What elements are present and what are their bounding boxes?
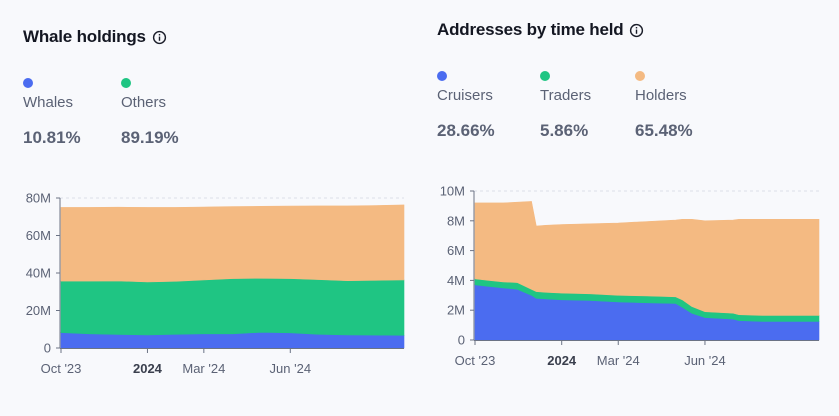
x-tick-label: Mar '24 — [182, 361, 225, 376]
y-tick-label: 80M — [26, 191, 51, 206]
whale-holdings-title-row: Whale holdings — [23, 27, 167, 47]
info-icon[interactable] — [629, 23, 644, 38]
legend-item-traders: Traders 5.86% — [540, 71, 591, 140]
x-tick-label: Oct '23 — [455, 353, 496, 368]
whale-holdings-title: Whale holdings — [23, 27, 146, 46]
addresses-by-time-panel: Addresses by time held Cruisers 28.66% T… — [420, 0, 839, 416]
legend-value-whales: 10.81% — [23, 128, 81, 147]
x-tick-label: 2024 — [547, 353, 577, 368]
legend-label-cruisers: Cruisers — [437, 87, 493, 104]
addresses-by-time-chart: 0 2M 4M 6M 8M 10M Oct '23 2024 Mar '24 Jun '24 — [440, 184, 820, 368]
y-tick-label: 2M — [447, 303, 465, 318]
y-tick-label: 0 — [44, 341, 51, 356]
y-tick-label: 40M — [26, 266, 51, 281]
legend-dot-holders — [635, 71, 645, 81]
legend-dot-cruisers — [437, 71, 447, 81]
legend-item-whales: Whales 10.81% — [23, 78, 81, 147]
legend-label-traders: Traders — [540, 87, 592, 104]
area-holders — [474, 201, 820, 316]
legend-item-cruisers: Cruisers 28.66% — [437, 71, 495, 140]
y-tick-label: 4M — [447, 273, 465, 288]
area-others — [60, 277, 405, 336]
x-tick-label: 2024 — [133, 361, 163, 376]
legend-dot-traders — [540, 71, 550, 81]
info-icon[interactable] — [152, 30, 167, 45]
addresses-title-row: Addresses by time held — [437, 20, 644, 40]
y-tick-label: 6M — [447, 243, 465, 258]
y-tick-label: 8M — [447, 213, 465, 228]
whale-holdings-panel: Whale holdings Whales 10.81% Others 89.1… — [23, 27, 405, 376]
y-tick-label: 0 — [458, 333, 465, 348]
legend-value-traders: 5.86% — [540, 121, 589, 140]
legend-item-others: Others 89.19% — [121, 78, 179, 147]
legend-label-others: Others — [121, 94, 167, 111]
legend-dot-whales — [23, 78, 33, 88]
whale-holdings-chart: 0 20M 40M 60M 80M Oct '23 2024 Mar '24 Jun '24 — [26, 191, 405, 376]
legend-label-whales: Whales — [23, 94, 74, 111]
x-tick-label: Oct '23 — [41, 361, 82, 376]
area-holders — [60, 204, 405, 283]
legend-value-cruisers: 28.66% — [437, 121, 495, 140]
legend-item-holders: Holders 65.48% — [635, 71, 693, 140]
legend-value-holders: 65.48% — [635, 121, 693, 140]
legend-dot-others — [121, 78, 131, 88]
addresses-title: Addresses by time held — [437, 20, 624, 39]
x-tick-label: Mar '24 — [597, 353, 640, 368]
y-tick-label: 60M — [26, 228, 51, 243]
legend-value-others: 89.19% — [121, 128, 179, 147]
legend-label-holders: Holders — [635, 87, 687, 104]
y-tick-label: 20M — [26, 303, 51, 318]
y-tick-label: 10M — [440, 184, 465, 199]
x-tick-label: Jun '24 — [270, 361, 312, 376]
x-tick-label: Jun '24 — [684, 353, 726, 368]
